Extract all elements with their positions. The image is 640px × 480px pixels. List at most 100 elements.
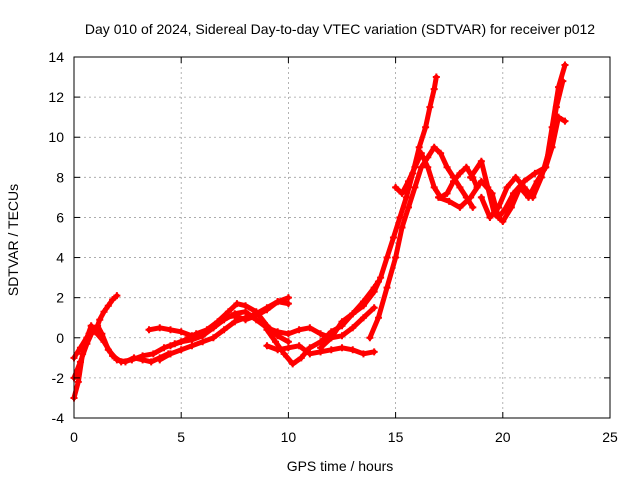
x-tick-label: 15 xyxy=(388,429,404,445)
data-point xyxy=(443,189,451,197)
chart-title: Day 010 of 2024, Sidereal Day-to-day VTE… xyxy=(85,21,595,37)
data-point xyxy=(242,302,250,310)
data-point xyxy=(456,203,464,211)
data-point xyxy=(456,183,464,191)
data-point xyxy=(561,61,569,69)
data-point xyxy=(529,193,537,201)
series-line xyxy=(146,305,377,341)
data-point xyxy=(199,332,207,340)
data-point xyxy=(109,296,117,304)
data-point xyxy=(552,103,560,111)
data-point xyxy=(467,173,475,181)
x-tick-label: 10 xyxy=(281,429,297,445)
data-point xyxy=(242,308,250,316)
data-point xyxy=(392,183,400,191)
data-point xyxy=(392,254,400,262)
y-tick-label: 4 xyxy=(56,250,64,266)
data-point xyxy=(117,358,125,366)
data-point xyxy=(87,322,95,330)
data-point xyxy=(359,302,367,310)
data-point xyxy=(383,254,391,262)
data-point xyxy=(402,193,410,201)
y-tick-label: 10 xyxy=(48,129,64,145)
x-axis-label: GPS time / hours xyxy=(287,458,394,474)
data-point xyxy=(100,338,108,346)
x-tick-label: 25 xyxy=(602,429,618,445)
data-point xyxy=(486,213,494,221)
data-point xyxy=(546,143,554,151)
series-group xyxy=(70,61,569,402)
x-tick-label: 20 xyxy=(495,429,511,445)
data-point xyxy=(507,203,515,211)
data-point xyxy=(396,213,404,221)
data-point xyxy=(484,183,492,191)
data-point xyxy=(100,308,108,316)
series-satellite-track-6 xyxy=(166,298,292,350)
data-point xyxy=(295,342,303,350)
series-satellite-track-9 xyxy=(317,73,440,352)
data-point xyxy=(263,326,271,334)
data-point xyxy=(280,350,288,358)
data-point xyxy=(156,356,164,364)
data-point xyxy=(495,203,503,211)
data-point xyxy=(76,344,84,352)
data-point xyxy=(263,306,271,314)
y-tick-label: 6 xyxy=(56,209,64,225)
data-point xyxy=(456,169,464,177)
data-point xyxy=(224,308,232,316)
data-point xyxy=(512,173,520,181)
data-point xyxy=(220,326,228,334)
data-point xyxy=(156,324,164,332)
data-point xyxy=(274,328,282,336)
data-point xyxy=(284,300,292,308)
data-point xyxy=(177,338,185,346)
data-point xyxy=(467,193,475,201)
data-point xyxy=(559,77,567,85)
data-point xyxy=(220,314,228,322)
data-point xyxy=(430,183,438,191)
data-point xyxy=(166,350,174,358)
data-point xyxy=(417,163,425,171)
data-point xyxy=(449,177,457,185)
y-tick-label: 12 xyxy=(48,89,64,105)
data-point xyxy=(338,332,346,340)
data-point xyxy=(113,292,121,300)
data-point xyxy=(94,322,102,330)
data-point xyxy=(284,344,292,352)
data-point xyxy=(139,352,147,360)
plot-frame xyxy=(73,56,611,419)
data-point xyxy=(370,304,378,312)
y-tick-label: 2 xyxy=(56,290,64,306)
grid xyxy=(74,57,610,418)
data-point xyxy=(531,169,539,177)
data-point xyxy=(389,234,397,241)
data-point xyxy=(85,330,93,338)
data-point xyxy=(233,300,241,308)
y-axis-label: SDTVAR / TECUs xyxy=(5,184,21,296)
data-point xyxy=(74,378,82,386)
data-point xyxy=(462,163,470,171)
data-point xyxy=(242,316,250,324)
data-point xyxy=(177,328,185,336)
data-point xyxy=(432,73,440,81)
y-tick-label: 14 xyxy=(48,49,64,65)
data-point xyxy=(96,316,104,324)
data-point xyxy=(252,312,260,320)
data-point xyxy=(231,312,239,320)
data-point xyxy=(295,326,303,334)
data-point xyxy=(338,344,346,352)
data-point xyxy=(370,348,378,356)
ticks: 0 5 10 15 20 25 -4 -2 0 2 4 6 8 10 12 14 xyxy=(48,49,618,445)
data-point xyxy=(349,324,357,332)
data-point xyxy=(349,310,357,318)
data-point xyxy=(284,330,292,338)
data-point xyxy=(284,294,292,302)
data-point xyxy=(160,344,168,352)
data-point xyxy=(306,324,314,332)
data-point xyxy=(374,314,382,322)
data-point xyxy=(128,356,136,364)
data-point xyxy=(477,157,485,165)
data-point xyxy=(520,183,528,191)
data-point xyxy=(469,203,477,211)
data-point xyxy=(76,358,84,366)
